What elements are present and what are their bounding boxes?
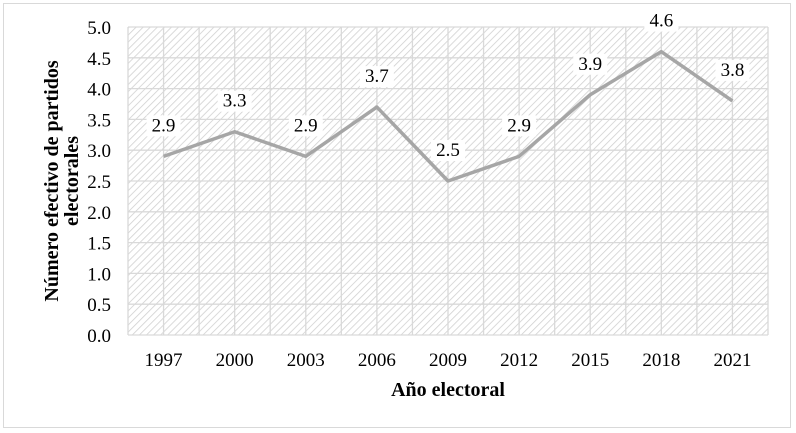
svg-text:3.7: 3.7 [365, 66, 389, 87]
x-axis-title: Año electoral [391, 379, 505, 401]
y-tick-label: 2.5 [87, 172, 111, 193]
y-tick-label: 0.5 [87, 295, 111, 316]
svg-text:2.9: 2.9 [507, 115, 531, 136]
y-tick-label: 1.0 [87, 264, 111, 285]
data-labels: 2.9 3.3 2.9 3.7 2.5 2.9 3.9 4.6 3.8 [146, 11, 750, 161]
y-tick-label: 3.5 [87, 110, 111, 131]
svg-text:3.3: 3.3 [223, 91, 247, 112]
y-tick-label: 4.0 [87, 80, 111, 101]
data-label: 3.8 [715, 59, 750, 81]
data-label: 2.9 [502, 115, 537, 137]
y-tick-label: 3.0 [87, 141, 111, 162]
svg-text:2.9: 2.9 [294, 115, 318, 136]
x-tick-label: 1997 [145, 350, 183, 371]
y-axis-ticks: 0.0 0.5 1.0 1.5 2.0 2.5 3.0 3.5 4.0 4.5 5.0 [87, 18, 111, 347]
data-label: 2.9 [146, 115, 181, 137]
y-tick-label: 1.5 [87, 234, 111, 255]
x-tick-label: 2021 [713, 350, 751, 371]
x-tick-label: 2000 [216, 350, 254, 371]
svg-text:3.9: 3.9 [578, 54, 602, 75]
y-axis-title-line-2: electorales [61, 136, 83, 226]
data-label: 3.7 [359, 66, 394, 88]
y-axis-title-line-1: Número efectivo de partidos [41, 60, 63, 301]
data-label: 2.9 [288, 115, 323, 137]
x-tick-label: 2018 [642, 350, 680, 371]
data-label: 3.3 [217, 90, 252, 112]
series-line [162, 49, 734, 183]
x-tick-label: 2015 [571, 350, 609, 371]
x-tick-label: 2006 [358, 350, 396, 371]
x-axis-ticks: 1997 2000 2003 2006 2009 2012 2015 2018 2021 [145, 350, 752, 371]
svg-text:4.6: 4.6 [649, 11, 673, 32]
data-label: 4.6 [644, 11, 679, 32]
y-axis-title: Número efectivo de partidos electorales [41, 60, 83, 301]
svg-text:3.8: 3.8 [721, 60, 745, 81]
svg-text:2.5: 2.5 [436, 140, 460, 161]
data-label: 2.5 [431, 140, 465, 161]
x-tick-label: 2012 [500, 350, 538, 371]
svg-text:2.9: 2.9 [152, 115, 176, 136]
x-tick-label: 2009 [429, 350, 467, 371]
y-tick-label: 0.0 [87, 326, 111, 347]
y-tick-label: 5.0 [87, 18, 111, 39]
x-tick-label: 2003 [287, 350, 325, 371]
data-label: 3.9 [573, 53, 608, 75]
y-tick-label: 2.0 [87, 203, 111, 224]
y-tick-label: 4.5 [87, 49, 111, 70]
